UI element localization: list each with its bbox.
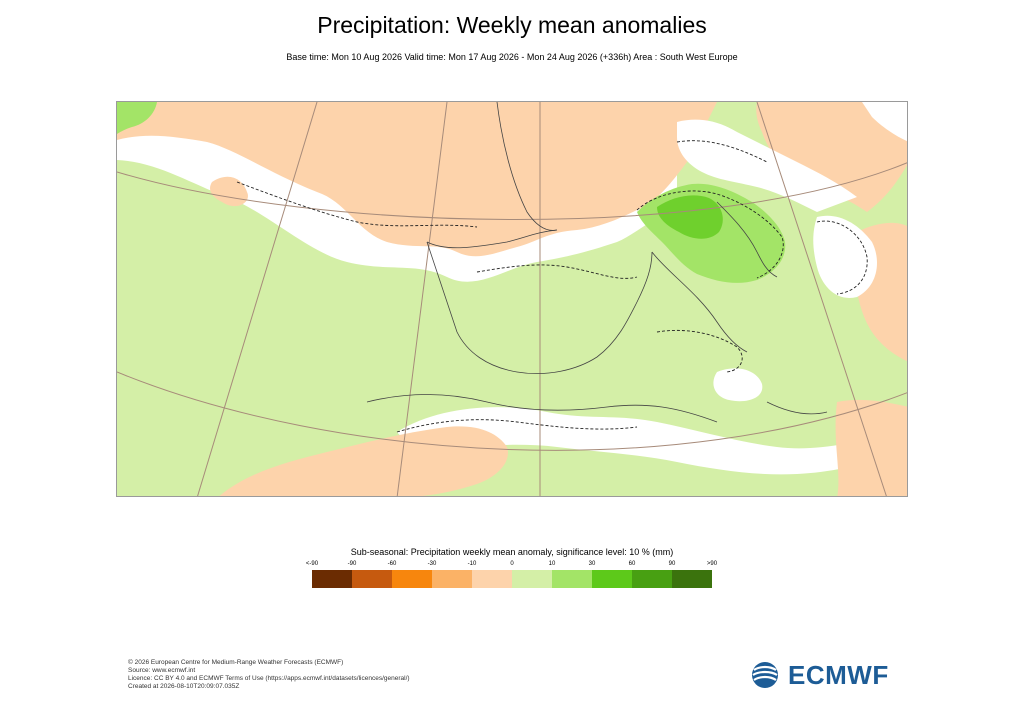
map-canvas	[117, 102, 907, 496]
legend-swatch	[312, 570, 352, 588]
legend-label: 10	[548, 561, 556, 567]
legend-label: >90	[706, 561, 718, 567]
ecmwf-logo-icon	[752, 662, 778, 688]
legend-swatch	[672, 570, 712, 588]
legend-label: 30	[588, 561, 596, 567]
map-coastlines	[366, 102, 828, 423]
legend-colorbar	[312, 570, 712, 588]
legend-labels: <-90 -90 -60 -30 -10 0 10 30 60 90 >90	[306, 561, 717, 571]
map-wet-patch-northwest	[117, 102, 157, 134]
map-wet-core-italy	[657, 195, 723, 239]
legend-label: <-90	[305, 561, 319, 567]
ecmwf-logo: ECMWF	[748, 660, 889, 690]
map-dry-area-morocco	[219, 426, 508, 496]
legend-label: -10	[467, 561, 477, 567]
legend-swatch	[352, 570, 392, 588]
legend-swatch	[512, 570, 552, 588]
legend-label: -90	[347, 561, 357, 567]
footer-source: Source: www.ecmwf.int	[128, 667, 196, 674]
legend-label: 90	[668, 561, 676, 567]
precipitation-anomaly-map	[116, 101, 908, 497]
legend-swatch	[472, 570, 512, 588]
map-neutral-area-northeast	[862, 102, 907, 142]
footer-copyright: © 2026 European Centre for Medium-Range …	[128, 659, 344, 666]
map-subtitle: Base time: Mon 10 Aug 2026 Valid time: M…	[286, 52, 738, 62]
ecmwf-logo-text: ECMWF	[788, 659, 889, 690]
legend-swatch	[592, 570, 632, 588]
map-graticule	[117, 102, 907, 496]
map-neutral-area-alps	[677, 119, 857, 212]
legend-label: -60	[387, 561, 397, 567]
footer-licence: Licence: CC BY 4.0 and ECMWF Terms of Us…	[128, 675, 410, 682]
map-neutral-area-north-africa	[397, 407, 907, 475]
map-significance-contours	[236, 140, 868, 433]
footer-credits: © 2026 European Centre for Medium-Range …	[128, 659, 410, 691]
legend-label: 0	[510, 561, 514, 567]
footer-created: Created at 2026-08-10T20:09:07.035Z	[128, 683, 240, 690]
legend-swatch	[552, 570, 592, 588]
map-dry-area-libya	[835, 399, 907, 496]
map-neutral-area-balkans	[813, 215, 877, 298]
legend-swatch	[392, 570, 432, 588]
legend-title: Sub-seasonal: Precipitation weekly mean …	[350, 547, 674, 557]
map-neutral-area-mediterranean	[713, 368, 763, 402]
legend-swatch	[632, 570, 672, 588]
legend-label: 60	[628, 561, 636, 567]
legend-swatch	[432, 570, 472, 588]
legend-label: -30	[427, 561, 437, 567]
map-dry-area-northeast	[756, 102, 907, 212]
page-title: Precipitation: Weekly mean anomalies	[317, 12, 707, 38]
map-dry-area-france	[117, 102, 717, 257]
